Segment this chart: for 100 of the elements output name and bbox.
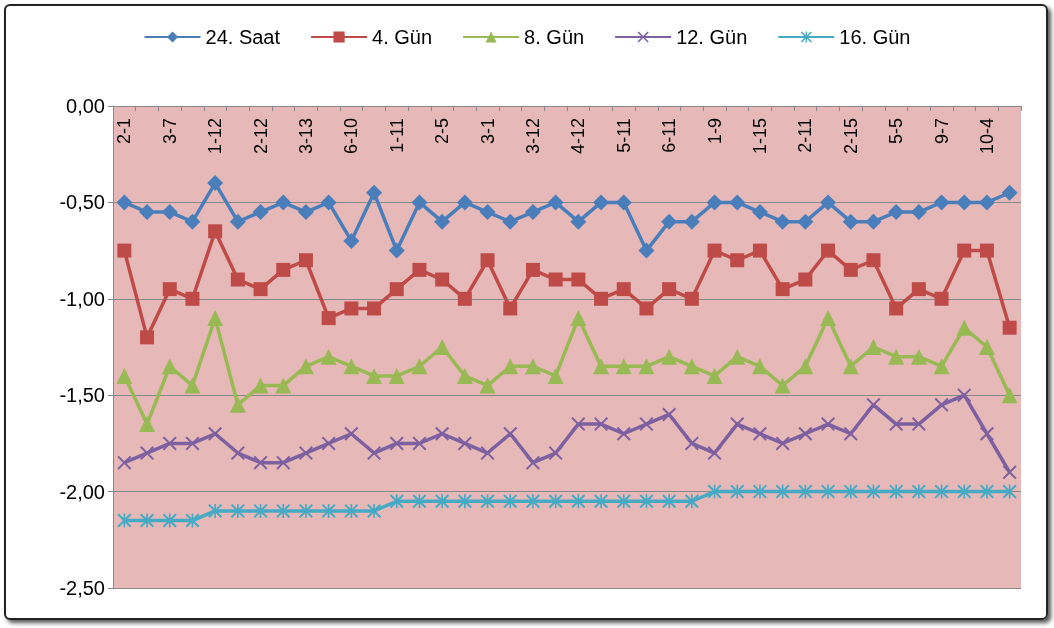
point xyxy=(297,358,314,375)
point xyxy=(208,224,223,239)
point xyxy=(662,407,677,422)
point xyxy=(503,494,518,509)
point xyxy=(320,348,337,365)
point xyxy=(547,194,564,211)
point xyxy=(683,358,700,375)
point xyxy=(321,436,336,451)
point xyxy=(616,494,631,509)
point xyxy=(297,204,314,221)
point xyxy=(798,272,813,287)
point xyxy=(571,417,586,432)
point xyxy=(729,348,746,365)
point xyxy=(547,367,564,384)
point xyxy=(866,397,881,412)
point xyxy=(525,494,540,509)
point xyxy=(140,446,155,461)
point xyxy=(184,377,201,394)
point xyxy=(388,242,405,259)
point xyxy=(343,358,360,375)
point xyxy=(162,513,177,528)
point xyxy=(184,213,201,230)
point xyxy=(276,455,291,470)
point xyxy=(1001,184,1018,201)
point xyxy=(162,282,177,297)
point xyxy=(161,204,178,221)
point xyxy=(865,213,882,230)
y-tick-label: -1,50 xyxy=(59,384,105,407)
point xyxy=(934,397,949,412)
point xyxy=(116,194,133,211)
point xyxy=(366,367,383,384)
point xyxy=(525,455,540,470)
point xyxy=(639,301,654,316)
point xyxy=(344,426,359,441)
point xyxy=(208,503,223,518)
point xyxy=(865,339,882,355)
point xyxy=(775,436,790,451)
point xyxy=(140,330,155,345)
point xyxy=(911,417,926,432)
point xyxy=(888,348,905,365)
point xyxy=(230,503,245,518)
point xyxy=(752,484,767,499)
point xyxy=(821,484,836,499)
legend-label: 4. Gün xyxy=(372,26,433,48)
point xyxy=(343,232,360,249)
point xyxy=(298,446,313,461)
point xyxy=(730,484,745,499)
point xyxy=(842,358,859,375)
point xyxy=(434,339,451,355)
point xyxy=(117,243,132,258)
point xyxy=(367,301,382,316)
x-tick-label: 6-10 xyxy=(341,118,362,155)
point xyxy=(117,455,132,470)
point xyxy=(570,213,587,230)
x-tick-label: 3-7 xyxy=(159,118,180,145)
x-tick-label: 2-12 xyxy=(250,118,271,155)
point xyxy=(388,367,405,384)
point xyxy=(208,426,223,441)
point xyxy=(457,494,472,509)
point xyxy=(638,242,655,259)
point xyxy=(456,194,473,211)
point xyxy=(979,243,994,258)
point xyxy=(729,194,746,211)
point xyxy=(978,194,995,211)
point xyxy=(207,175,224,192)
x-tick-label: 2-1 xyxy=(114,118,135,145)
x-tick-label: 5-5 xyxy=(886,118,907,145)
point xyxy=(866,253,881,268)
x-tick-label: 6-11 xyxy=(659,118,680,153)
point xyxy=(548,272,563,287)
x-tick-label: 1-12 xyxy=(205,118,226,155)
point xyxy=(706,194,723,211)
point xyxy=(253,455,268,470)
point xyxy=(775,282,790,297)
point xyxy=(276,503,291,518)
point xyxy=(889,417,904,432)
point xyxy=(684,436,699,451)
point xyxy=(116,367,133,384)
y-tick-label: -2,50 xyxy=(59,577,105,599)
point xyxy=(956,319,973,336)
point xyxy=(751,358,768,375)
x-tick-label: 2-11 xyxy=(795,118,816,153)
point xyxy=(957,243,972,258)
point xyxy=(751,204,768,221)
legend-label: 12. Gün xyxy=(676,26,748,48)
x-tick-label: 9-7 xyxy=(931,118,952,145)
x-tick-label: 1-15 xyxy=(749,118,770,155)
x-tick-label: 1-9 xyxy=(704,118,725,145)
point xyxy=(957,484,972,499)
point xyxy=(821,417,836,432)
point xyxy=(344,301,359,316)
point xyxy=(888,204,905,221)
x-tick-label: 2-15 xyxy=(840,118,861,155)
point xyxy=(321,311,336,326)
point xyxy=(820,194,837,211)
x-tick-label: 1-11 xyxy=(386,118,407,153)
point xyxy=(435,494,450,509)
point xyxy=(979,426,994,441)
point xyxy=(933,358,950,375)
point xyxy=(457,291,472,306)
